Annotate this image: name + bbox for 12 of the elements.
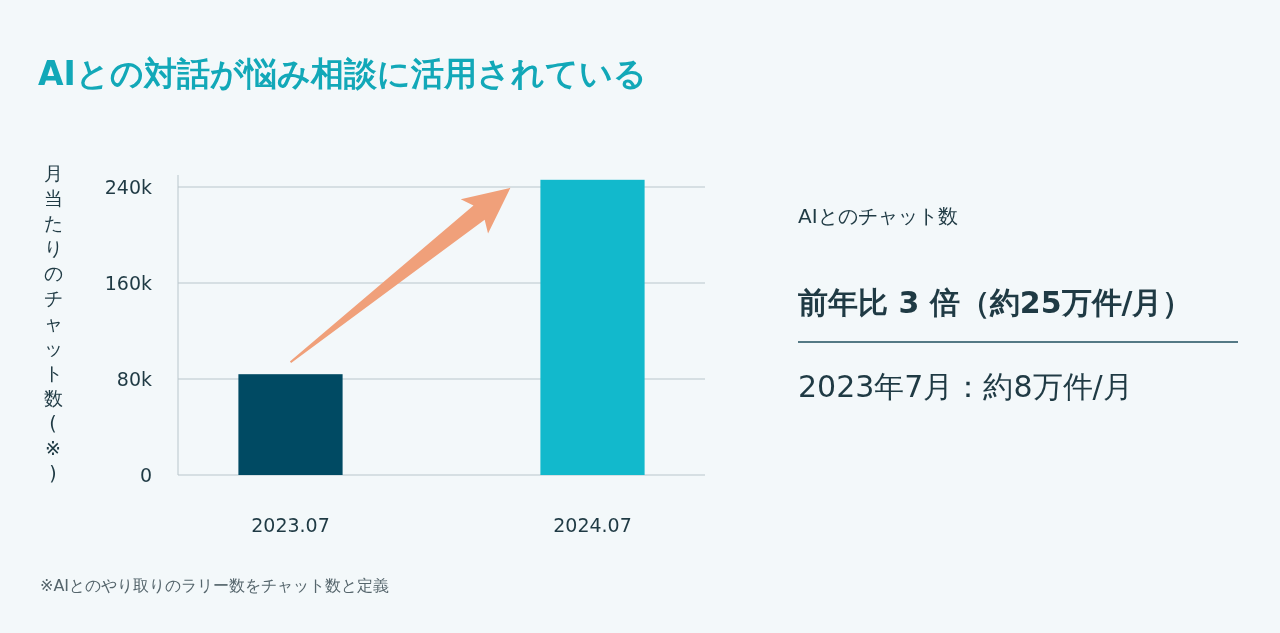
y-tick-label: 80k [116, 367, 152, 390]
chart-title: AIとの対話が悩み相談に活用されている [38, 54, 647, 93]
text: ※AIとのやり取りのラリー数をチャット数と定義 [40, 576, 390, 595]
y-tick-label: 0 [139, 463, 152, 486]
text: 月当たりのチャット数(※) [43, 162, 63, 484]
text: 前年比 3 倍（約25万件/月） [798, 285, 1193, 320]
y-tick-label: 240k [104, 175, 152, 198]
text: AIとのチャット数 [798, 204, 958, 228]
x-tick-label: 2023.07 [251, 514, 330, 536]
text: 2023年7月：約8万件/月 [798, 369, 1133, 404]
x-tick-label: 2024.07 [553, 514, 632, 536]
y-tick-label: 160k [104, 271, 152, 294]
